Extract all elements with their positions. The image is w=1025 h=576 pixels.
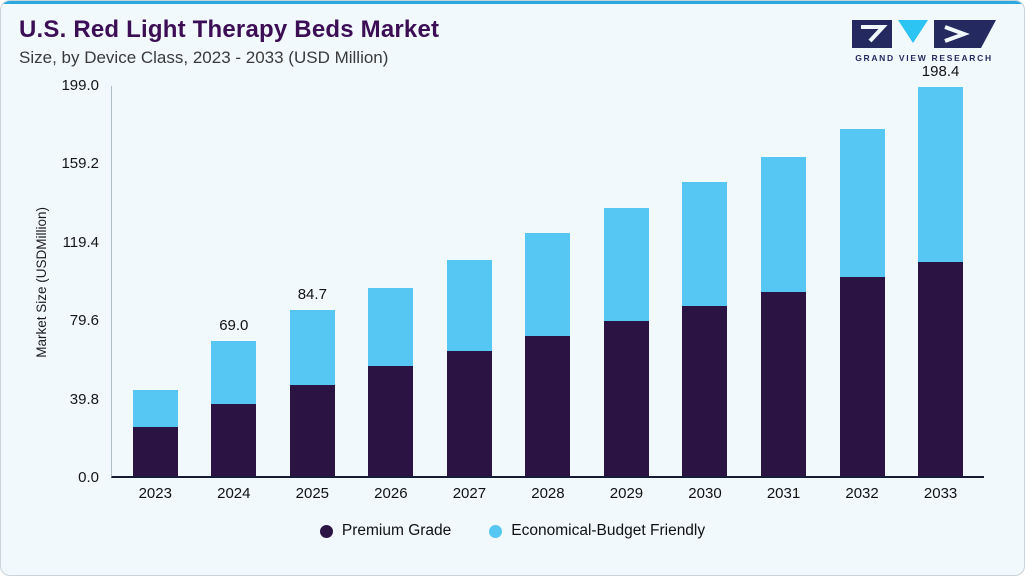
x-tick-2033: 2033 <box>923 485 958 502</box>
bar-group-2025: 84.7 2025 <box>289 86 335 502</box>
y-ticks: 199.0 159.2 119.4 79.6 39.8 0.0 <box>53 77 111 486</box>
bar-group-2032: 2032 <box>839 86 885 502</box>
bar-segment-economical-budget-friendly-2031 <box>761 156 807 292</box>
y-axis-title: Market Size (USDMillion) <box>29 86 53 478</box>
x-tick-2027: 2027 <box>452 485 487 502</box>
bar-segment-premium-grade-2031 <box>761 291 807 476</box>
bar-segment-premium-grade-2032 <box>839 277 885 476</box>
gvr-logo-text: GRAND VIEW RESEARCH <box>855 53 993 63</box>
bar-segment-economical-budget-friendly-2033 <box>918 87 964 263</box>
bar-group-2026: 2026 <box>368 86 414 502</box>
bar-segment-premium-grade-2027 <box>446 350 492 476</box>
bar-segment-premium-grade-2024 <box>211 403 257 476</box>
y-tick-0.0: 0.0 <box>78 469 99 486</box>
plot: 2023 69.0 2024 84.7 2025 2026 2027 2028 2029 2030… <box>111 63 984 502</box>
bar-group-2029: 2029 <box>603 86 649 502</box>
page-title: U.S. Red Light Therapy Beds Market <box>19 16 440 43</box>
y-axis-title-text: Market Size (USDMillion) <box>33 206 49 358</box>
header-titles: U.S. Red Light Therapy Beds Market Size,… <box>19 16 439 68</box>
bar-segment-economical-budget-friendly-2030 <box>682 182 728 306</box>
bar-segment-premium-grade-2026 <box>368 366 414 476</box>
gvr-logo-icon <box>852 20 996 48</box>
x-tick-2028: 2028 <box>531 485 565 502</box>
bar-value-label-2033: 198.4 <box>921 63 960 81</box>
x-tick-2029: 2029 <box>609 485 644 502</box>
chart: Market Size (USDMillion) 199.0 159.2 119.4… <box>29 63 984 502</box>
bar-group-2028: 2028 <box>525 86 571 502</box>
header: U.S. Red Light Therapy Beds Market Size,… <box>1 4 1024 68</box>
y-tick-39.8: 39.8 <box>69 390 99 408</box>
gvr-logo: GRAND VIEW RESEARCH <box>850 16 998 63</box>
x-tick-2030: 2030 <box>688 485 722 502</box>
bar-group-2024: 69.0 2024 <box>211 86 257 502</box>
bar-segment-economical-budget-friendly-2029 <box>603 207 649 322</box>
legend-item-premium: Premium Grade <box>319 522 452 540</box>
legend-dot-premium <box>319 524 333 538</box>
bar-group-2023: 2023 <box>132 86 178 502</box>
bar-segment-economical-budget-friendly-2023 <box>132 389 178 428</box>
top-accent <box>1 1 1024 4</box>
bar-segment-premium-grade-2029 <box>603 321 649 476</box>
legend-item-economical: Economical-Budget Friendly <box>489 522 705 540</box>
bar-segment-premium-grade-2030 <box>682 305 728 476</box>
x-tick-2031: 2031 <box>766 485 801 502</box>
bar-group-2033: 198.4 2033 <box>918 63 964 502</box>
bars: 2023 69.0 2024 84.7 2025 2026 2027 2028 2029 2030… <box>112 63 984 502</box>
legend-dot-economical <box>489 524 503 538</box>
bar-value-label-2025: 84.7 <box>297 286 327 304</box>
legend-label-premium: Premium Grade <box>341 522 452 539</box>
x-tick-2026: 2026 <box>374 485 408 502</box>
bar-group-2031: 2031 <box>761 86 807 502</box>
y-tick-119.4: 119.4 <box>62 233 99 251</box>
y-tick-79.6: 79.6 <box>69 312 99 330</box>
legend-label-economical: Economical-Budget Friendly <box>511 522 706 539</box>
y-tick-159.2: 159.2 <box>61 155 99 173</box>
bar-segment-economical-budget-friendly-2028 <box>525 233 571 336</box>
x-tick-2023: 2023 <box>138 485 172 502</box>
bar-group-2027: 2027 <box>446 86 492 502</box>
page-subtitle: Size, by Device Class, 2023 - 2033 (USD … <box>19 48 389 67</box>
bar-segment-economical-budget-friendly-2024 <box>211 340 257 404</box>
bar-segment-economical-budget-friendly-2027 <box>446 260 492 351</box>
bar-group-2030: 2030 <box>682 86 728 502</box>
bar-segment-premium-grade-2023 <box>132 427 178 476</box>
bar-segment-premium-grade-2028 <box>525 335 571 476</box>
bar-segment-economical-budget-friendly-2026 <box>368 287 414 367</box>
bar-segment-premium-grade-2025 <box>289 384 335 476</box>
bar-segment-economical-budget-friendly-2025 <box>289 310 335 385</box>
bar-segment-premium-grade-2033 <box>918 262 964 476</box>
x-tick-2025: 2025 <box>295 485 330 502</box>
y-tick-199.0: 199.0 <box>61 77 99 94</box>
x-tick-2032: 2032 <box>845 485 879 502</box>
bar-segment-economical-budget-friendly-2032 <box>839 129 885 278</box>
bar-value-label-2024: 69.0 <box>219 316 249 334</box>
legend: Premium Grade Economical-Budget Friendly <box>1 522 1024 540</box>
x-tick-2024: 2024 <box>217 485 251 502</box>
